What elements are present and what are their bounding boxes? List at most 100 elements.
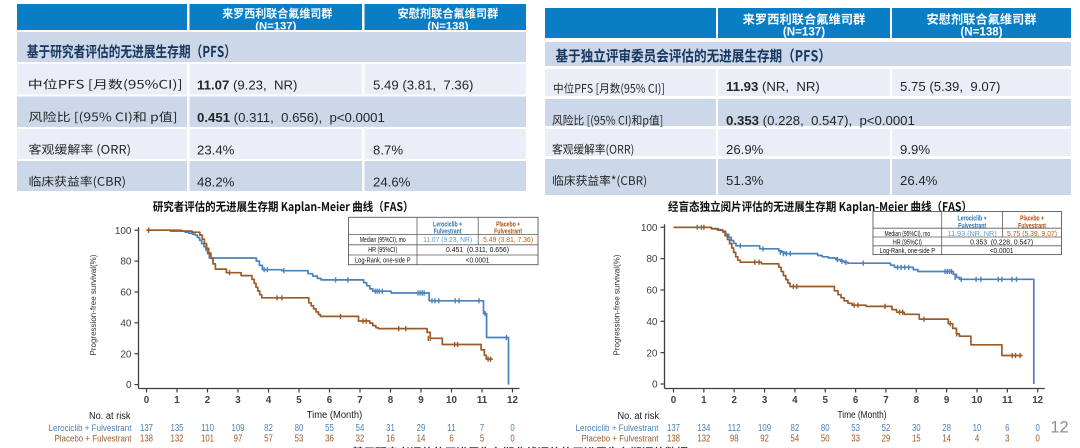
svg-text:11.93 (NR, NR): 11.93 (NR, NR) <box>948 231 997 238</box>
svg-text:Lerociclib + Fulvestrant: Lerociclib + Fulvestrant <box>49 423 132 434</box>
svg-text:15: 15 <box>912 434 921 445</box>
svg-text:109: 109 <box>758 423 771 434</box>
svg-text:4: 4 <box>266 395 272 406</box>
svg-text:Lerociclib +: Lerociclib + <box>433 222 462 229</box>
svg-text:Placebo +: Placebo + <box>1020 216 1044 223</box>
svg-text:54: 54 <box>791 434 800 445</box>
svg-text:9: 9 <box>418 395 424 406</box>
svg-text:0: 0 <box>510 423 515 434</box>
svg-text:<0.0001: <0.0001 <box>466 257 490 264</box>
svg-text:HR (95%CI): HR (95%CI) <box>368 247 397 254</box>
svg-text:135: 135 <box>170 423 183 434</box>
svg-text:5: 5 <box>480 434 485 445</box>
svg-text:112: 112 <box>728 423 741 434</box>
svg-text:12: 12 <box>1050 419 1068 437</box>
svg-text:HR (95%CI): HR (95%CI) <box>893 239 922 246</box>
svg-text:5.49 (3.81, 7.36): 5.49 (3.81, 7.36) <box>483 237 533 244</box>
svg-text:(N=138): (N=138) <box>427 21 468 33</box>
svg-text:33: 33 <box>851 434 860 445</box>
svg-text:0: 0 <box>652 380 658 391</box>
svg-text:134: 134 <box>697 423 710 434</box>
svg-text:8: 8 <box>914 395 920 406</box>
svg-text:0.353 (0.228, 0.547): 0.353 (0.228, 0.547) <box>970 239 1033 246</box>
svg-text:40: 40 <box>646 317 658 328</box>
svg-text:(N=137): (N=137) <box>783 26 825 39</box>
svg-text:48.2%: 48.2% <box>197 175 235 190</box>
svg-text:80: 80 <box>120 257 132 268</box>
svg-text:137: 137 <box>667 423 680 434</box>
svg-text:0.353 (0.228, 0.547), p<0.00: 0.353 (0.228, 0.547), p<0.0001 <box>726 113 915 128</box>
svg-text:Fulvestrant: Fulvestrant <box>1018 223 1047 230</box>
svg-text:52: 52 <box>882 423 891 434</box>
svg-text:138: 138 <box>667 434 680 445</box>
svg-text:29: 29 <box>417 423 426 434</box>
svg-text:0: 0 <box>671 395 677 406</box>
svg-text:2: 2 <box>731 395 737 406</box>
svg-text:7: 7 <box>357 395 363 406</box>
svg-text:50: 50 <box>821 434 830 445</box>
svg-text:0: 0 <box>126 380 132 391</box>
svg-text:26.9%: 26.9% <box>726 142 764 157</box>
svg-text:132: 132 <box>170 434 183 445</box>
svg-text:0: 0 <box>1036 423 1041 434</box>
svg-text:132: 132 <box>697 434 710 445</box>
svg-text:28: 28 <box>942 423 951 434</box>
svg-text:10: 10 <box>972 395 983 406</box>
svg-text:31: 31 <box>386 423 395 434</box>
svg-text:1: 1 <box>174 395 180 406</box>
svg-text:138: 138 <box>140 434 153 445</box>
svg-text:7: 7 <box>883 395 889 406</box>
svg-text:5: 5 <box>823 395 829 406</box>
svg-text:54: 54 <box>356 423 365 434</box>
svg-text:Log-Rank, one-side P: Log-Rank, one-side P <box>355 257 411 264</box>
svg-text:10: 10 <box>446 395 457 406</box>
svg-text:11.93 (NR, NR): 11.93 (NR, NR) <box>726 79 820 94</box>
svg-text:29: 29 <box>882 434 891 445</box>
svg-text:11: 11 <box>1002 395 1013 406</box>
svg-text:No. at risk: No. at risk <box>89 411 131 422</box>
svg-text:Log-Rank, one-side P: Log-Rank, one-side P <box>880 248 936 255</box>
svg-text:3: 3 <box>762 395 768 406</box>
svg-text:9: 9 <box>944 395 950 406</box>
svg-text:100: 100 <box>641 223 658 234</box>
svg-text:0: 0 <box>510 434 515 445</box>
svg-text:53: 53 <box>851 423 860 434</box>
svg-text:Median (95%CI), mo: Median (95%CI), mo <box>360 237 406 244</box>
svg-text:(N=137): (N=137) <box>255 21 296 33</box>
svg-text:Median (95%CI), mo: Median (95%CI), mo <box>885 231 931 238</box>
svg-text:101: 101 <box>201 434 214 445</box>
svg-text:51.3%: 51.3% <box>726 173 764 188</box>
svg-text:8: 8 <box>388 395 394 406</box>
svg-text:98: 98 <box>730 434 739 445</box>
svg-text:20: 20 <box>646 348 658 359</box>
svg-text:82: 82 <box>791 423 800 434</box>
svg-text:40: 40 <box>120 318 132 329</box>
svg-text:5: 5 <box>296 395 302 406</box>
svg-text:Placebo + Fulvestrant: Placebo + Fulvestrant <box>55 434 132 445</box>
svg-text:Time (Month): Time (Month) <box>838 410 887 421</box>
svg-text:36: 36 <box>325 434 334 445</box>
svg-text:10: 10 <box>973 423 982 434</box>
svg-text:Fulvestrant: Fulvestrant <box>434 229 463 236</box>
svg-text:No. at risk: No. at risk <box>618 411 660 422</box>
svg-text:11.07 (9.23, NR): 11.07 (9.23, NR) <box>423 237 472 244</box>
svg-text:26.4%: 26.4% <box>900 173 938 188</box>
svg-text:6: 6 <box>449 434 454 445</box>
svg-text:Lerociclib + Fulvestrant: Lerociclib + Fulvestrant <box>576 423 659 434</box>
svg-text:0.451 (0.311, 0.656), p<0.00: 0.451 (0.311, 0.656), p<0.0001 <box>197 110 385 125</box>
svg-text:12: 12 <box>507 395 518 406</box>
svg-text:11.07 (9.23, NR): 11.07 (9.23, NR) <box>197 78 297 93</box>
svg-text:57: 57 <box>264 434 273 445</box>
svg-text:92: 92 <box>760 434 769 445</box>
svg-text:<0.0001: <0.0001 <box>990 248 1014 255</box>
svg-text:Progression-free survival(%): Progression-free survival(%) <box>89 254 98 355</box>
svg-text:8.7%: 8.7% <box>373 143 403 158</box>
svg-text:24.6%: 24.6% <box>373 175 411 190</box>
svg-text:55: 55 <box>325 423 334 434</box>
svg-text:16: 16 <box>386 434 395 445</box>
svg-text:5.75 (5.39, 9.07): 5.75 (5.39, 9.07) <box>900 79 1000 94</box>
svg-text:137: 137 <box>140 423 153 434</box>
svg-text:3: 3 <box>235 395 241 406</box>
svg-text:Fulvestrant: Fulvestrant <box>958 223 987 230</box>
svg-text:6: 6 <box>327 395 333 406</box>
